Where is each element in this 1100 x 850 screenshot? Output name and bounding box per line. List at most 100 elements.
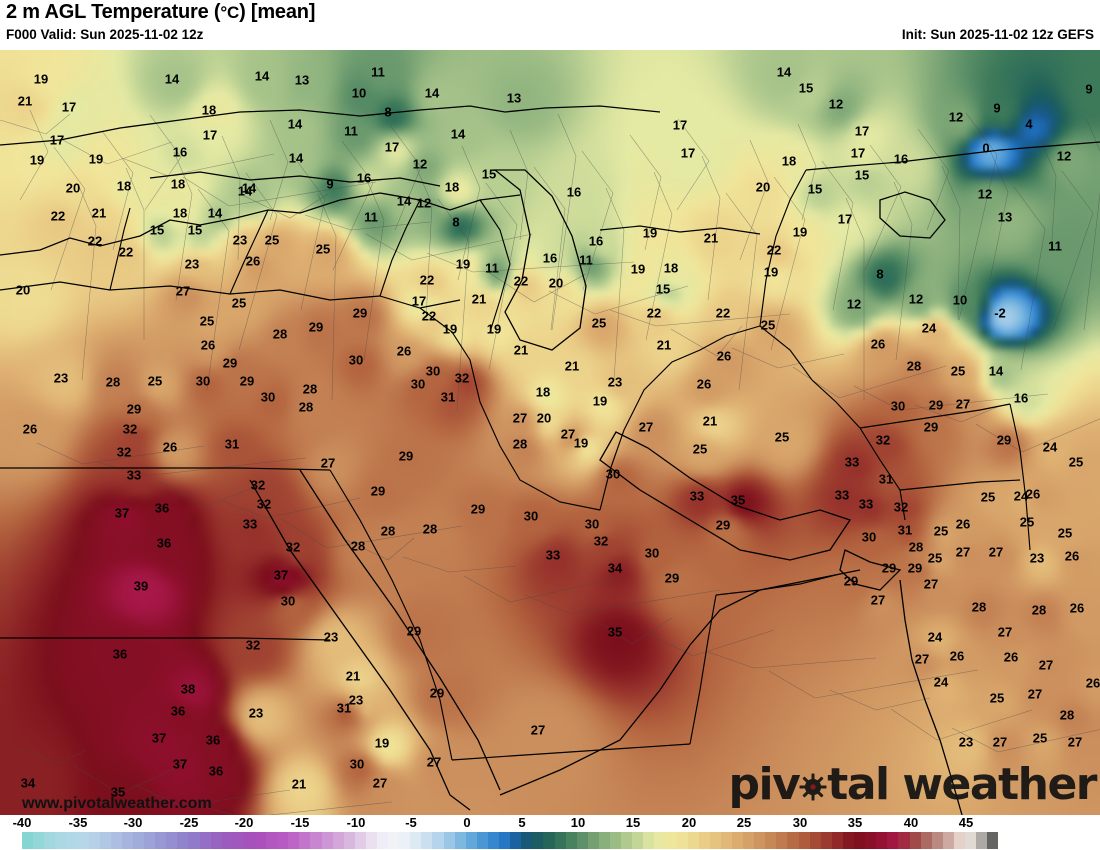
colorbar-bin [188, 832, 200, 849]
colorbar-bin [676, 832, 688, 849]
colorbar-tick: -20 [234, 815, 254, 830]
colorbar-bin [654, 832, 666, 849]
colorbar-bin [732, 832, 744, 849]
sun-gear-icon [798, 766, 828, 801]
colorbar-bin [587, 832, 599, 849]
colorbar-bin [532, 832, 544, 849]
colorbar-bin [155, 832, 167, 849]
colorbar-bin [665, 832, 677, 849]
title-unit: °C [220, 3, 240, 22]
colorbar-gradient-strip [22, 832, 1100, 849]
colorbar-tick: -35 [68, 815, 88, 830]
colorbar-bin [865, 832, 877, 849]
valid-time-label: F000 Valid: Sun 2025-11-02 12z [6, 27, 204, 42]
colorbar-bin [698, 832, 710, 849]
colorbar-bin [88, 832, 100, 849]
colorbar-bin [166, 832, 178, 849]
colorbar-bin [210, 832, 222, 849]
colorbar-bin [410, 832, 422, 849]
colorbar-bin [876, 832, 888, 849]
colorbar[interactable]: -40 -35 -30 -25 -20 -15 -10 -5 0 5 10 15 20 25 30 35 40 4… [0, 815, 1100, 850]
colorbar-bin [765, 832, 777, 849]
colorbar-bin [554, 832, 566, 849]
colorbar-bin [931, 832, 943, 849]
colorbar-bin [199, 832, 211, 849]
colorbar-tick: 5 [518, 815, 526, 830]
colorbar-bin [499, 832, 511, 849]
colorbar-bin [232, 832, 244, 849]
colorbar-bin [743, 832, 755, 849]
colorbar-bin [144, 832, 156, 849]
colorbar-bin [121, 832, 133, 849]
colorbar-tick: 0 [463, 815, 471, 830]
colorbar-bin [332, 832, 344, 849]
colorbar-bin [543, 832, 555, 849]
map-header: 2 m AGL Temperature (°C) [mean] F000 Val… [0, 0, 1100, 50]
colorbar-bin [177, 832, 189, 849]
colorbar-bin [942, 832, 954, 849]
colorbar-bin [920, 832, 932, 849]
colorbar-bin [77, 832, 89, 849]
colorbar-bin [288, 832, 300, 849]
colorbar-bin [909, 832, 921, 849]
colorbar-bin [343, 832, 355, 849]
colorbar-bin [321, 832, 333, 849]
brand-suffix: tal weather [827, 759, 1097, 810]
colorbar-tick: -40 [12, 815, 32, 830]
colorbar-bin [299, 832, 311, 849]
colorbar-bin [632, 832, 644, 849]
colorbar-bin [510, 832, 522, 849]
colorbar-bin [854, 832, 866, 849]
colorbar-bin [33, 832, 45, 849]
colorbar-bin [266, 832, 278, 849]
brand-prefix: piv [728, 759, 801, 810]
colorbar-tick: -25 [179, 815, 199, 830]
colorbar-bin [365, 832, 377, 849]
colorbar-tick: 45 [958, 815, 974, 830]
colorbar-bin [576, 832, 588, 849]
colorbar-tick-labels: -40 -35 -30 -25 -20 -15 -10 -5 0 5 10 15 20 25 30 35 40 4… [0, 815, 1100, 833]
colorbar-tick: -10 [346, 815, 366, 830]
colorbar-bin [476, 832, 488, 849]
colorbar-bin [454, 832, 466, 849]
colorbar-bin [110, 832, 122, 849]
colorbar-bin [132, 832, 145, 849]
colorbar-bin [377, 832, 389, 849]
colorbar-bin [44, 832, 56, 849]
colorbar-bin [22, 832, 34, 849]
colorbar-bin [709, 832, 721, 849]
colorbar-bin [598, 832, 610, 849]
map-borders-overlay [0, 105, 1100, 815]
colorbar-bin [842, 832, 855, 849]
colorbar-tick: 15 [625, 815, 641, 830]
colorbar-bin [243, 832, 255, 849]
colorbar-bin [621, 832, 633, 849]
colorbar-bin [55, 832, 67, 849]
colorbar-bin [887, 832, 899, 849]
colorbar-bin [809, 832, 821, 849]
colorbar-bin [720, 832, 732, 849]
colorbar-tick: 20 [681, 815, 697, 830]
colorbar-tick: -30 [123, 815, 143, 830]
colorbar-bin [354, 832, 366, 849]
colorbar-bin [776, 832, 788, 849]
colorbar-bin [798, 832, 810, 849]
colorbar-bin [399, 832, 411, 849]
colorbar-bin [66, 832, 78, 849]
brand-watermark: piv tal weather [729, 763, 1098, 807]
colorbar-bin [421, 832, 433, 849]
colorbar-tick: 10 [570, 815, 586, 830]
colorbar-bin [643, 832, 655, 849]
colorbar-bin [609, 832, 622, 849]
colorbar-bin [953, 832, 965, 849]
colorbar-bin [898, 832, 910, 849]
colorbar-bin [432, 832, 444, 849]
colorbar-bin [987, 832, 999, 849]
colorbar-bin [221, 832, 233, 849]
colorbar-tick: 30 [792, 815, 808, 830]
colorbar-bin [964, 832, 977, 849]
temperature-map[interactable]: 19 21 17 19 17 19 20 18 18 16 17 14 14 18 15 15 21 22 22 22… [0, 50, 1100, 815]
colorbar-bin [443, 832, 455, 849]
init-time-label: Init: Sun 2025-11-02 12z GEFS [901, 27, 1094, 42]
